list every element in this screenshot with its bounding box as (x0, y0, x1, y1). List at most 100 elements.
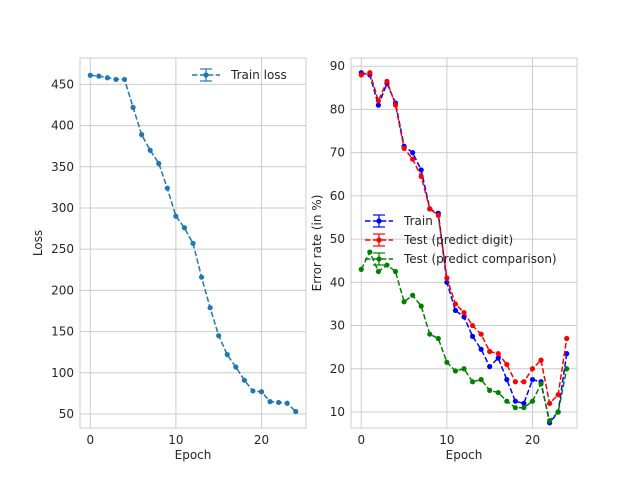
data-point (250, 388, 256, 394)
data-point (427, 206, 433, 212)
data-point (461, 366, 467, 372)
legend-label: Train (403, 214, 433, 228)
data-point (521, 379, 527, 385)
x-tick-label: 20 (254, 433, 269, 447)
data-point (452, 307, 459, 314)
data-point (401, 145, 407, 151)
data-point (241, 377, 247, 383)
legend-label: Test (predict digit) (403, 233, 513, 247)
data-point (512, 405, 518, 411)
data-point (504, 361, 510, 368)
y-tick-label: 250 (51, 242, 74, 256)
data-point (521, 405, 527, 411)
data-point (104, 75, 110, 81)
data-point (367, 249, 373, 255)
data-point (452, 301, 459, 307)
data-point (284, 400, 290, 406)
y-tick-label: 350 (51, 160, 74, 174)
data-point (113, 76, 119, 83)
data-point (392, 102, 399, 108)
data-point (495, 389, 501, 396)
data-point (410, 150, 416, 156)
data-point (564, 351, 570, 357)
y-tick-label: 10 (330, 405, 345, 419)
data-point (173, 213, 179, 219)
data-point (418, 167, 424, 173)
axes-frame (79, 57, 307, 429)
data-point (367, 70, 373, 76)
data-point (495, 355, 501, 361)
data-point (224, 352, 230, 358)
x-tick-label: 0 (86, 433, 94, 447)
data-point (427, 331, 433, 337)
data-point (461, 309, 467, 316)
data-point (418, 173, 424, 180)
data-point (410, 156, 416, 162)
data-point (444, 275, 450, 281)
x-tick-label: 20 (525, 433, 540, 447)
data-point (190, 240, 196, 247)
series-line (360, 250, 568, 423)
data-point (401, 299, 407, 305)
legend-marker (376, 237, 382, 243)
y-tick-label: 200 (51, 283, 74, 297)
y-tick-label: 100 (51, 366, 74, 380)
data-point (130, 104, 136, 111)
data-point (276, 399, 282, 406)
y-tick-label: 150 (51, 325, 74, 339)
y-tick-label: 50 (59, 407, 74, 421)
data-point (538, 381, 544, 387)
data-point (452, 368, 459, 374)
data-point (258, 389, 265, 395)
y-tick-label: 90 (330, 59, 345, 73)
y-tick-label: 70 (330, 146, 345, 160)
x-axis-label: Epoch (446, 448, 483, 462)
axes-frame (350, 57, 578, 429)
data-point (487, 348, 493, 355)
data-point (267, 399, 273, 405)
data-point (564, 366, 570, 372)
data-point (529, 376, 536, 383)
data-point (495, 351, 501, 357)
y-tick-label: 300 (51, 201, 74, 215)
legend-marker (376, 218, 382, 224)
data-point (375, 102, 381, 108)
data-point (375, 268, 381, 275)
data-point (555, 409, 561, 415)
chart-1: 0 10 20 50 100 150 200 250 300 350 400 450 Epoch Loss… (31, 57, 307, 462)
data-point (478, 331, 484, 337)
data-point (139, 132, 145, 138)
data-point (87, 72, 93, 78)
data-point (207, 305, 213, 311)
legend-item: Test (predict digit) (365, 233, 513, 247)
data-point (521, 400, 527, 406)
data-point (233, 364, 239, 370)
data-point (538, 357, 544, 363)
data-point (358, 266, 364, 272)
data-point (293, 408, 299, 415)
data-point (469, 379, 476, 385)
data-point (564, 335, 570, 342)
legend-marker (376, 256, 382, 262)
legend-item: Test (predict comparison) (365, 252, 557, 266)
data-point (444, 359, 450, 365)
data-point (469, 322, 476, 329)
x-tick-label: 10 (168, 433, 183, 447)
y-tick-label: 20 (330, 362, 345, 376)
data-point (547, 418, 553, 424)
y-tick-label: 30 (330, 319, 345, 333)
y-axis-label: Loss (31, 230, 45, 256)
y-tick-label: 400 (51, 119, 74, 133)
data-point (435, 335, 441, 342)
x-axis-label: Epoch (175, 448, 212, 462)
y-tick-label: 40 (330, 275, 345, 289)
data-point (164, 185, 170, 191)
y-axis-label: Error rate (in %) (310, 195, 324, 292)
y-tick-label: 60 (330, 189, 345, 203)
chart-2: 0 10 20 10 20 30 40 50 60 70 80 90 Epoch Error rate (… (310, 57, 578, 462)
data-point (547, 400, 553, 406)
data-point (487, 364, 493, 370)
x-tick-label: 10 (439, 433, 454, 447)
data-point (529, 366, 536, 372)
